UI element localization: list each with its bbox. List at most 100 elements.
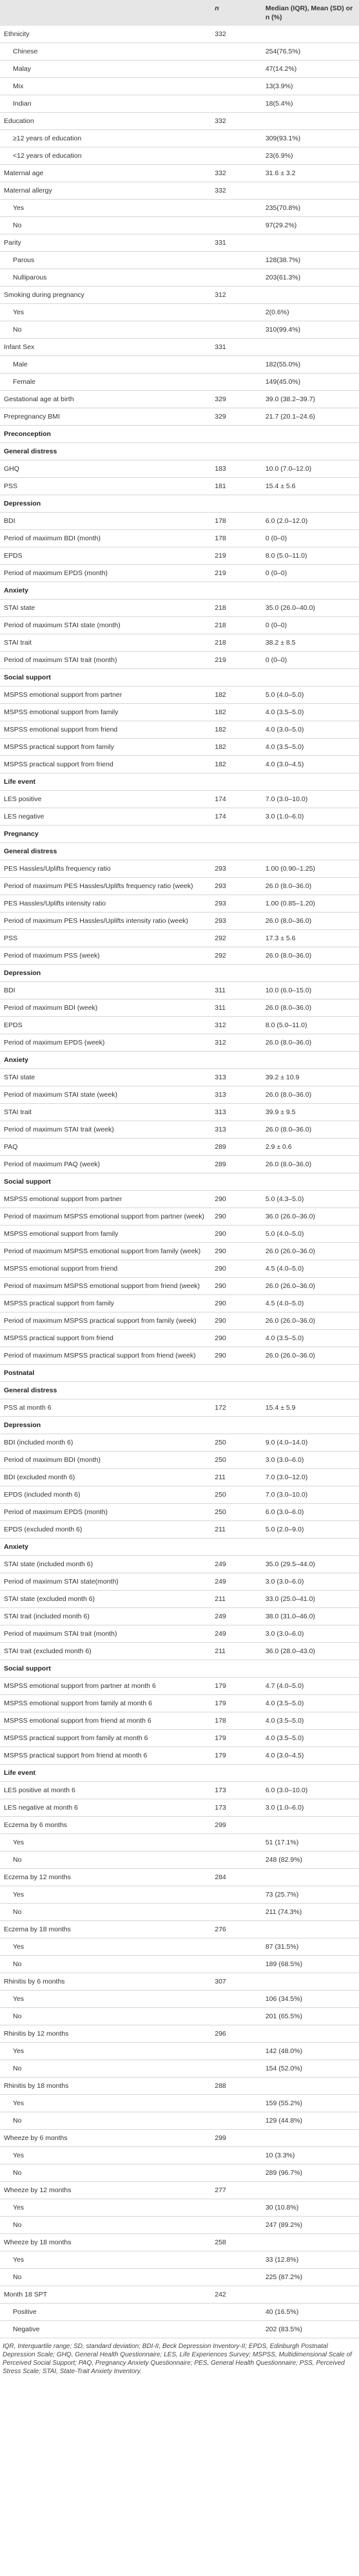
value-cell: 248 (82.9%)	[261, 1851, 359, 1869]
table-row: Period of maximum BDI (week) 311 26.0 (8.0…	[0, 999, 359, 1017]
row-label: Period of maximum STAI state (week)	[0, 1086, 211, 1104]
n-cell: 331	[211, 234, 262, 252]
n-cell: 299	[211, 2129, 262, 2147]
row-label: MSPSS practical support from family	[0, 1294, 211, 1312]
n-cell: 249	[211, 1573, 262, 1591]
n-cell	[211, 1851, 262, 1869]
table-row: Preconception	[0, 425, 359, 443]
value-cell	[261, 182, 359, 200]
value-cell: 2.9 ± 0.6	[261, 1138, 359, 1156]
value-cell: 23(6.9%)	[261, 147, 359, 165]
n-cell: 311	[211, 999, 262, 1017]
value-cell: 73 (25.7%)	[261, 1886, 359, 1904]
n-cell: 249	[211, 1625, 262, 1643]
n-cell: 276	[211, 1920, 262, 1938]
table-row: No 154 (52.0%)	[0, 2060, 359, 2078]
value-cell: 26.0 (26.0–36.0)	[261, 1277, 359, 1295]
value-cell: 40 (16.5%)	[261, 2303, 359, 2321]
table-row: STAI state (excluded month 6) 211 33.0 (25…	[0, 1590, 359, 1608]
n-cell: 172	[211, 1399, 262, 1417]
table-row: Anxiety	[0, 582, 359, 600]
row-label: <12 years of education	[0, 147, 211, 165]
n-cell	[211, 43, 262, 61]
table-row: MSPSS emotional support from friend 290 4.…	[0, 1260, 359, 1278]
value-cell: 26.0 (8.0–36.0)	[261, 877, 359, 895]
n-cell: 290	[211, 1208, 262, 1226]
table-row: STAI state 218 35.0 (26.0–40.0)	[0, 599, 359, 617]
row-label: Yes	[0, 2094, 211, 2112]
n-cell	[211, 1416, 262, 1434]
n-cell: 219	[211, 651, 262, 669]
n-cell	[211, 825, 262, 843]
table-row: Eczema by 18 months 276	[0, 1920, 359, 1938]
value-cell: 201 (65.5%)	[261, 2007, 359, 2025]
n-cell: 250	[211, 1503, 262, 1521]
table-row: Mix 13(3.9%)	[0, 77, 359, 95]
value-cell	[261, 26, 359, 43]
row-label: Negative	[0, 2320, 211, 2338]
value-cell: 4.0 (3.5–5.0)	[261, 703, 359, 721]
n-cell: 289	[211, 1138, 262, 1156]
table-row: MSPSS practical support from family 290 4.…	[0, 1294, 359, 1312]
row-label: Parous	[0, 251, 211, 269]
row-label: MSPSS emotional support from family	[0, 703, 211, 721]
n-cell: 313	[211, 1121, 262, 1139]
table-row: Social support	[0, 1173, 359, 1191]
table-row: Depression	[0, 1416, 359, 1434]
section-heading: Postnatal	[0, 1364, 211, 1382]
n-cell	[211, 77, 262, 95]
n-cell	[211, 2164, 262, 2182]
n-cell: 329	[211, 408, 262, 426]
n-cell: 293	[211, 860, 262, 878]
n-cell	[211, 2303, 262, 2321]
value-cell: 189 (68.5%)	[261, 1955, 359, 1973]
value-cell: 3.0 (3.0–6.0)	[261, 1625, 359, 1643]
row-label: Yes	[0, 199, 211, 217]
value-cell: 0 (0–0)	[261, 651, 359, 669]
header-row: n Median (IQR), Mean (SD) or n (%)	[0, 0, 359, 26]
n-cell: 174	[211, 808, 262, 826]
n-cell: 182	[211, 755, 262, 773]
value-cell: 26.0 (8.0–36.0)	[261, 947, 359, 965]
table-row: Anxiety	[0, 1538, 359, 1556]
row-label: MSPSS emotional support from partner	[0, 1190, 211, 1208]
row-label: No	[0, 2007, 211, 2025]
table-row: Depression	[0, 495, 359, 513]
table-row: Period of maximum EPDS (week) 312 26.0 (8.…	[0, 1034, 359, 1052]
row-label: Eczema by 6 months	[0, 1816, 211, 1834]
value-cell	[261, 1416, 359, 1434]
row-label: STAI state	[0, 599, 211, 617]
table-row: No 247 (89.2%)	[0, 2216, 359, 2234]
n-cell	[211, 355, 262, 374]
value-cell: 26.0 (26.0–36.0)	[261, 1242, 359, 1260]
table-row: Period of maximum PES Hassles/Uplifts fr…	[0, 877, 359, 895]
row-label: Period of maximum PSS (week)	[0, 947, 211, 965]
n-cell	[211, 964, 262, 982]
table-row: STAI trait (included month 6) 249 38.0 (31…	[0, 1607, 359, 1625]
n-cell: 312	[211, 1034, 262, 1052]
n-cell: 250	[211, 1434, 262, 1452]
row-label: Yes	[0, 1886, 211, 1904]
value-cell: 4.0 (3.5–5.0)	[261, 738, 359, 756]
n-cell	[211, 2094, 262, 2112]
table-row: No 225 (87.2%)	[0, 2268, 359, 2286]
row-label: No	[0, 321, 211, 339]
n-cell: 290	[211, 1225, 262, 1243]
n-cell: 178	[211, 1712, 262, 1730]
n-cell: 296	[211, 2025, 262, 2043]
row-label: No	[0, 2216, 211, 2234]
row-label: STAI trait (included month 6)	[0, 1607, 211, 1625]
table-row: MSPSS emotional support from partner at …	[0, 1677, 359, 1695]
table-row: Period of maximum PAQ (week) 289 26.0 (8.0…	[0, 1155, 359, 1173]
value-cell	[261, 1051, 359, 1069]
value-cell: 0 (0–0)	[261, 529, 359, 547]
row-label: Yes	[0, 2042, 211, 2060]
table-row: LES negative 174 3.0 (1.0–6.0)	[0, 808, 359, 826]
n-cell	[211, 373, 262, 391]
section-heading: Social support	[0, 1173, 211, 1191]
table-row: Negative 202 (83.5%)	[0, 2320, 359, 2338]
row-label: Eczema by 18 months	[0, 1920, 211, 1938]
row-label: STAI trait	[0, 634, 211, 652]
table-row: No 201 (65.5%)	[0, 2007, 359, 2025]
value-cell: 21.7 (20.1–24.6)	[261, 408, 359, 426]
